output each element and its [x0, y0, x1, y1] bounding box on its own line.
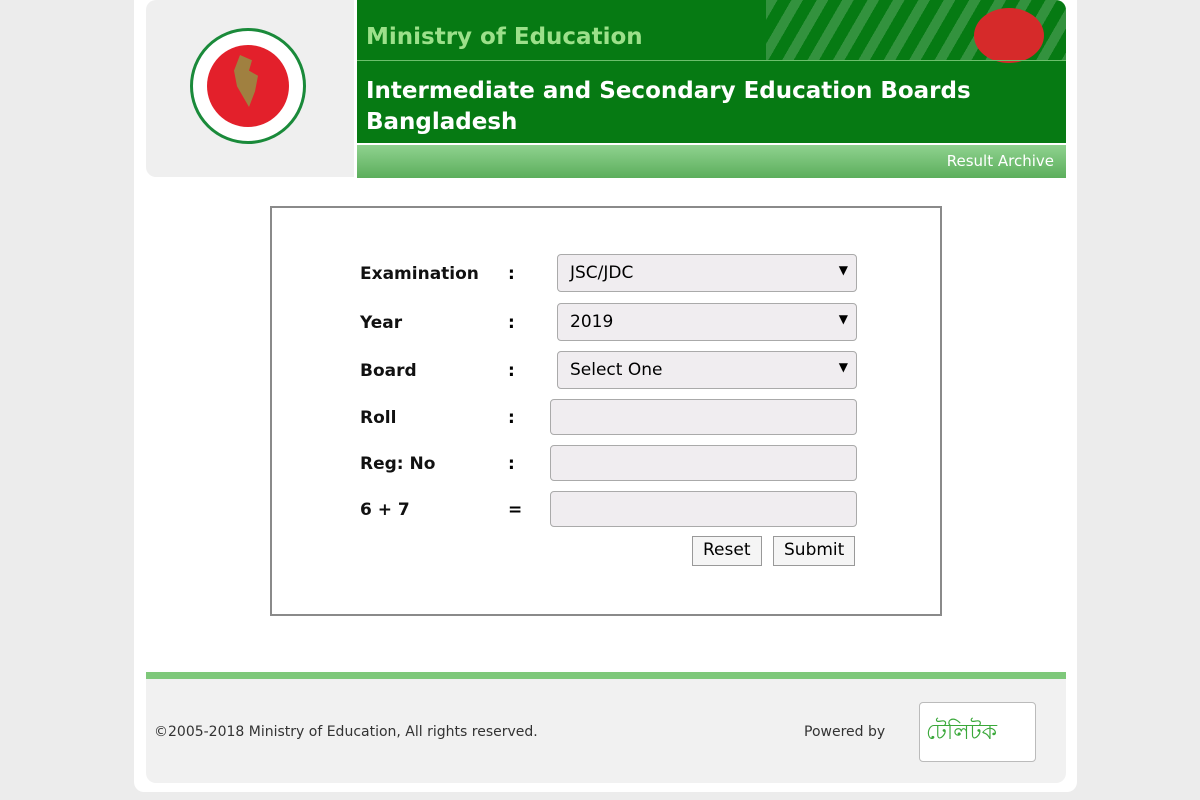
footer-divider [146, 672, 1066, 679]
separator: : [508, 454, 515, 474]
captcha-label: 6 + 7 [360, 500, 410, 520]
submit-button[interactable]: Submit [773, 536, 856, 566]
footer: ©2005-2018 Ministry of Education, All ri… [146, 679, 1066, 783]
ministry-title: Ministry of Education [366, 24, 643, 50]
dropdown-arrow-icon: ▼ [838, 312, 848, 326]
flag-icon [974, 8, 1044, 63]
examination-label: Examination [360, 264, 479, 284]
reg-no-input[interactable] [550, 445, 857, 481]
board-select[interactable]: Select One ▼ [557, 351, 857, 389]
roll-input[interactable] [550, 399, 857, 435]
page: Ministry of Education Intermediate and S… [134, 0, 1077, 792]
separator: = [508, 500, 523, 520]
separator: : [508, 361, 515, 381]
copyright-text: ©2005-2018 Ministry of Education, All ri… [154, 724, 538, 740]
captcha-input[interactable] [550, 491, 857, 527]
separator: : [508, 264, 515, 284]
separator: : [508, 408, 515, 428]
dropdown-arrow-icon: ▼ [838, 360, 848, 374]
result-form: Examination : JSC/JDC ▼ Year : 2019 ▼ Boar… [270, 206, 942, 616]
sub-nav-bar: Result Archive [357, 145, 1066, 178]
powered-by-text: Powered by [804, 724, 886, 740]
reset-button[interactable]: Reset [692, 536, 762, 566]
year-select[interactable]: 2019 ▼ [557, 303, 857, 341]
board-label: Board [360, 361, 417, 381]
examination-select[interactable]: JSC/JDC ▼ [557, 254, 857, 292]
separator: : [508, 313, 515, 333]
dropdown-arrow-icon: ▼ [838, 263, 848, 277]
government-seal-logo [190, 28, 306, 144]
year-label: Year [360, 313, 403, 333]
roll-label: Roll [360, 408, 397, 428]
header-banner: Ministry of Education Intermediate and S… [357, 0, 1066, 143]
result-archive-link[interactable]: Result Archive [946, 152, 1054, 170]
reg-no-label: Reg: No [360, 454, 436, 474]
page-title: Intermediate and Secondary Education Boa… [366, 78, 971, 135]
logo-area [146, 0, 354, 177]
teletalk-logo[interactable]: টেলিটক [919, 702, 1036, 762]
